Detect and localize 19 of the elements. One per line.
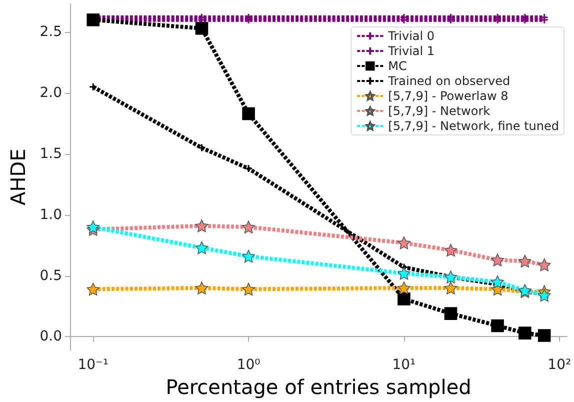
legend-label: Trained on observed [387, 74, 510, 88]
y-tick-label: 1.5 [40, 146, 62, 162]
y-tick-label: 2.5 [40, 24, 62, 40]
x-tick-label: 10⁻¹ [78, 357, 109, 374]
legend-label: [5,7,9] - Network, fine tuned [388, 119, 560, 133]
legend-label: [5,7,9] - Network [388, 104, 490, 118]
x-axis-title: Percentage of entries sampled [166, 375, 472, 399]
x-tick-label: 10¹ [392, 357, 416, 374]
legend-label: Trivial 0 [387, 29, 435, 43]
y-tick-label: 2.0 [40, 84, 62, 101]
y-tick-label: 1.0 [40, 206, 62, 223]
x-tick-label: 10⁰ [236, 357, 261, 374]
y-axis-title: AHDE [6, 148, 30, 206]
y-tick-label: 0.5 [40, 268, 62, 284]
x-tick-label: 10² [548, 357, 572, 374]
legend-label: Trivial 1 [387, 44, 435, 58]
legend-label: MC [388, 59, 407, 73]
legend-label: [5,7,9] - Powerlaw 8 [388, 89, 508, 103]
y-tick-label: 0.0 [40, 328, 62, 345]
